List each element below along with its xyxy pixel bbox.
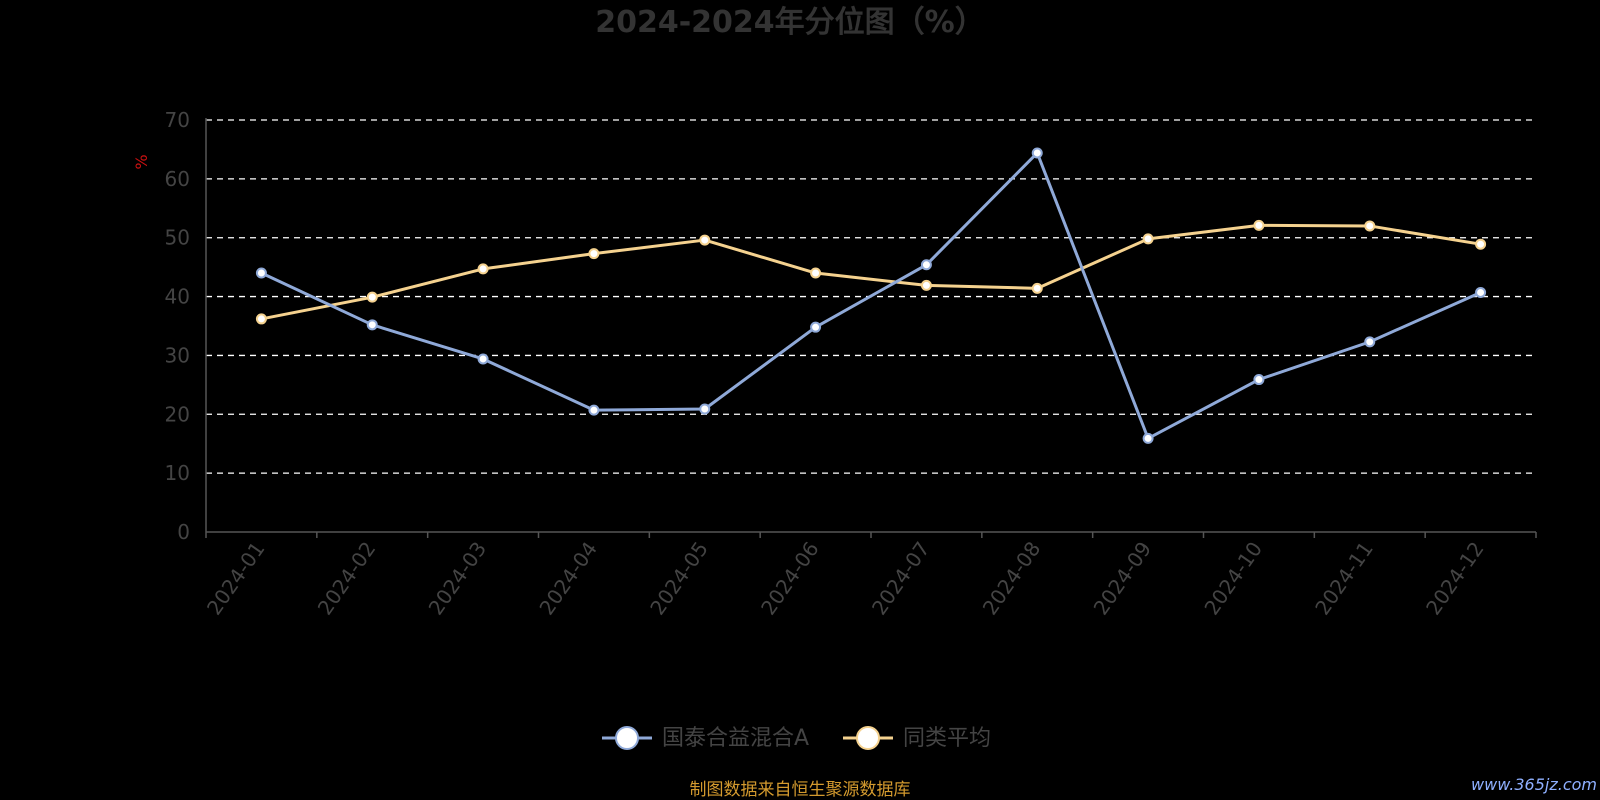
x-tick-label: 2024-07 (867, 537, 935, 619)
x-tick-label: 2024-01 (202, 537, 270, 619)
data-point-series-1 (255, 267, 267, 279)
data-point-series-1 (1253, 374, 1265, 386)
y-tick-label: 0 (177, 520, 190, 544)
legend-item-series-1[interactable]: 国泰合益混合A (602, 726, 809, 751)
chart-title: 2024-2024年分位图（%） (595, 5, 985, 40)
legend-marker-icon (615, 726, 639, 750)
x-tick-label: 2024-09 (1089, 537, 1157, 619)
data-point-series-2 (366, 291, 378, 303)
data-point-series-2 (1031, 282, 1043, 294)
x-tick-label: 2024-08 (978, 537, 1046, 619)
data-point-series-2 (810, 267, 822, 279)
y-tick-label: 20 (165, 402, 190, 426)
data-point-series-2 (588, 248, 600, 260)
legend-label-series-2: 同类平均 (903, 726, 991, 751)
y-tick-label: 30 (165, 343, 190, 367)
data-point-series-2 (255, 313, 267, 325)
data-point-series-1 (588, 404, 600, 416)
data-point-series-2 (477, 263, 489, 275)
data-point-series-1 (1475, 286, 1487, 298)
data-source-note: 制图数据来自恒生聚源数据库 (690, 780, 911, 800)
data-point-series-2 (1364, 220, 1376, 232)
data-point-series-1 (1364, 336, 1376, 348)
data-point-series-1 (366, 319, 378, 331)
x-tick-label: 2024-10 (1199, 537, 1267, 619)
x-tick-label: 2024-02 (313, 537, 381, 619)
data-point-series-1 (699, 403, 711, 415)
data-point-series-2 (920, 279, 932, 291)
legend-label-series-1: 国泰合益混合A (662, 726, 809, 751)
x-tick-label: 2024-04 (534, 537, 602, 619)
x-tick-label: 2024-06 (756, 537, 824, 619)
data-point-series-1 (1031, 147, 1043, 159)
data-point-series-2 (699, 234, 711, 246)
x-tick-label: 2024-11 (1310, 537, 1378, 619)
axes (205, 118, 1537, 538)
data-point-series-2 (1142, 233, 1154, 245)
y-tick-label: 10 (165, 461, 190, 485)
data-point-series-2 (1475, 238, 1487, 250)
x-tick-label: 2024-12 (1421, 537, 1489, 619)
data-point-series-1 (1142, 432, 1154, 444)
legend[interactable]: 国泰合益混合A 同类平均 (602, 726, 991, 751)
data-point-series-1 (920, 259, 932, 271)
y-axis-unit: % (132, 154, 151, 169)
data-point-series-2 (1253, 219, 1265, 231)
series-group (255, 147, 1487, 444)
y-tick-labels: 0 10 20 30 40 50 60 70 (165, 108, 190, 544)
series-line-2 (261, 223, 1481, 321)
y-tick-label: 60 (165, 167, 190, 191)
y-tick-label: 40 (165, 285, 190, 309)
watermark: www.365jz.com (1471, 775, 1597, 794)
data-point-series-1 (810, 321, 822, 333)
data-point-series-1 (477, 353, 489, 365)
legend-marker-icon (856, 726, 880, 750)
x-tick-label: 2024-03 (424, 537, 492, 619)
y-tick-label: 50 (165, 226, 190, 250)
x-tick-labels: 2024-01 2024-02 2024-03 2024-04 2024-05 2024-… (202, 537, 1489, 619)
x-tick-label: 2024-05 (645, 537, 713, 619)
y-tick-label: 70 (165, 108, 190, 132)
series-line-1 (260, 151, 1482, 440)
legend-item-series-2[interactable]: 同类平均 (843, 726, 991, 751)
